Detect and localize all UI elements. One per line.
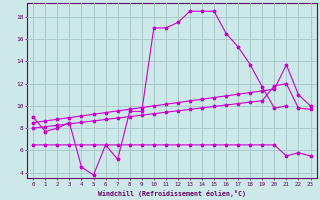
X-axis label: Windchill (Refroidissement éolien,°C): Windchill (Refroidissement éolien,°C): [98, 190, 246, 197]
